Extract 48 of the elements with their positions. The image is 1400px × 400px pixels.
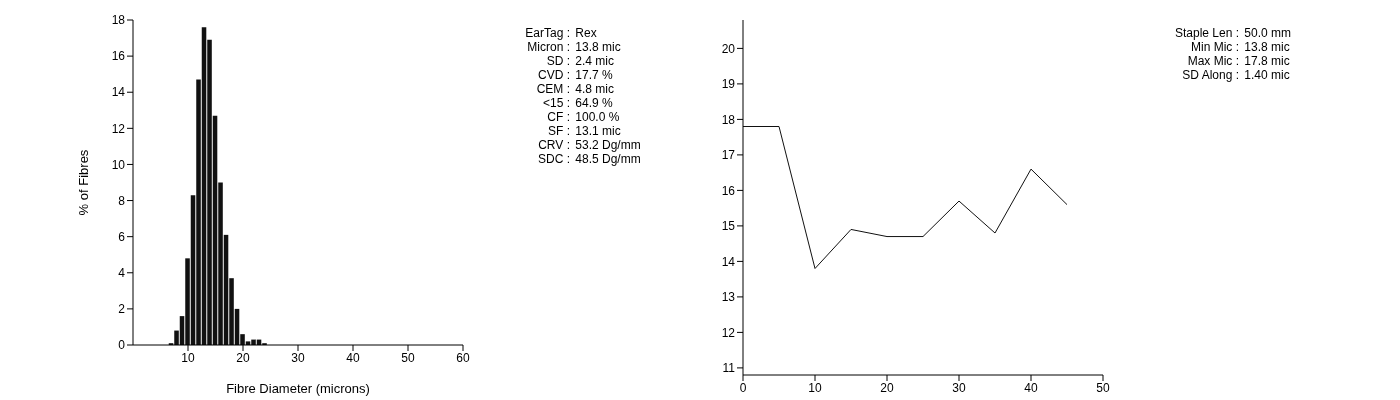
x-tick-label: 50 — [1096, 380, 1110, 395]
text: SD : 2.4 mic — [545, 54, 615, 68]
x-tick-label: 10 — [808, 380, 822, 395]
y-tick-label: 12 — [721, 325, 736, 340]
y-tick-label: 17 — [721, 148, 736, 163]
text: Staple Len : 50.0 mm — [1174, 26, 1292, 40]
text: CEM : 4.8 mic — [535, 82, 615, 96]
y-tick-label: 12 — [111, 121, 126, 136]
x-tick-label: 30 — [952, 380, 966, 395]
text: <15 : 64.9 % — [541, 96, 614, 110]
y-tick-label: 18 — [721, 112, 736, 127]
x-axis-title: Fibre Diameter (microns) — [226, 381, 370, 396]
text: CRV : 53.2 Dg/mm — [537, 138, 641, 152]
x-tick-label: 50 — [401, 350, 415, 365]
x-tick-label: 0 — [739, 380, 747, 395]
y-tick-label: 15 — [721, 219, 736, 234]
y-tick-label: 19 — [721, 77, 736, 92]
y-tick-label: 0 — [118, 338, 126, 353]
text: SF : 13.1 mic — [547, 124, 622, 138]
y-tick-label: 8 — [118, 193, 126, 208]
y-tick-label: 4 — [118, 266, 126, 281]
y-tick-label: 16 — [721, 183, 736, 198]
y-tick-label: 13 — [721, 290, 736, 305]
text: CVD : 17.7 % — [537, 68, 614, 82]
y-tick-label: 20 — [721, 41, 736, 56]
text: Micron : 13.8 mic — [526, 40, 622, 54]
x-tick-label: 60 — [456, 350, 470, 365]
y-tick-label: 6 — [118, 229, 126, 244]
text: Min Mic : 13.8 mic — [1190, 40, 1291, 54]
y-tick-label: 10 — [111, 157, 126, 172]
x-tick-label: 30 — [291, 350, 305, 365]
x-tick-label: 20 — [880, 380, 894, 395]
x-tick-label: 40 — [1024, 380, 1038, 395]
y-axis-title: % of Fibres — [75, 149, 91, 216]
y-tick-label: 2 — [118, 302, 126, 317]
y-tick-label: 14 — [111, 85, 126, 100]
x-tick-label: 40 — [346, 350, 360, 365]
text: Max Mic : 17.8 mic — [1186, 54, 1291, 68]
text: EarTag : Rex — [525, 26, 598, 40]
y-tick-label: 14 — [721, 254, 736, 269]
text: CF : 100.0 % — [546, 110, 621, 124]
y-tick-label: 11 — [722, 361, 736, 376]
x-tick-label: 20 — [236, 350, 250, 365]
x-tick-label: 10 — [181, 350, 195, 365]
y-tick-label: 18 — [111, 13, 126, 28]
y-tick-label: 16 — [111, 49, 126, 64]
text: SDC : 48.5 Dg/mm — [537, 152, 641, 166]
text: SD Along : 1.40 mic — [1181, 68, 1291, 82]
